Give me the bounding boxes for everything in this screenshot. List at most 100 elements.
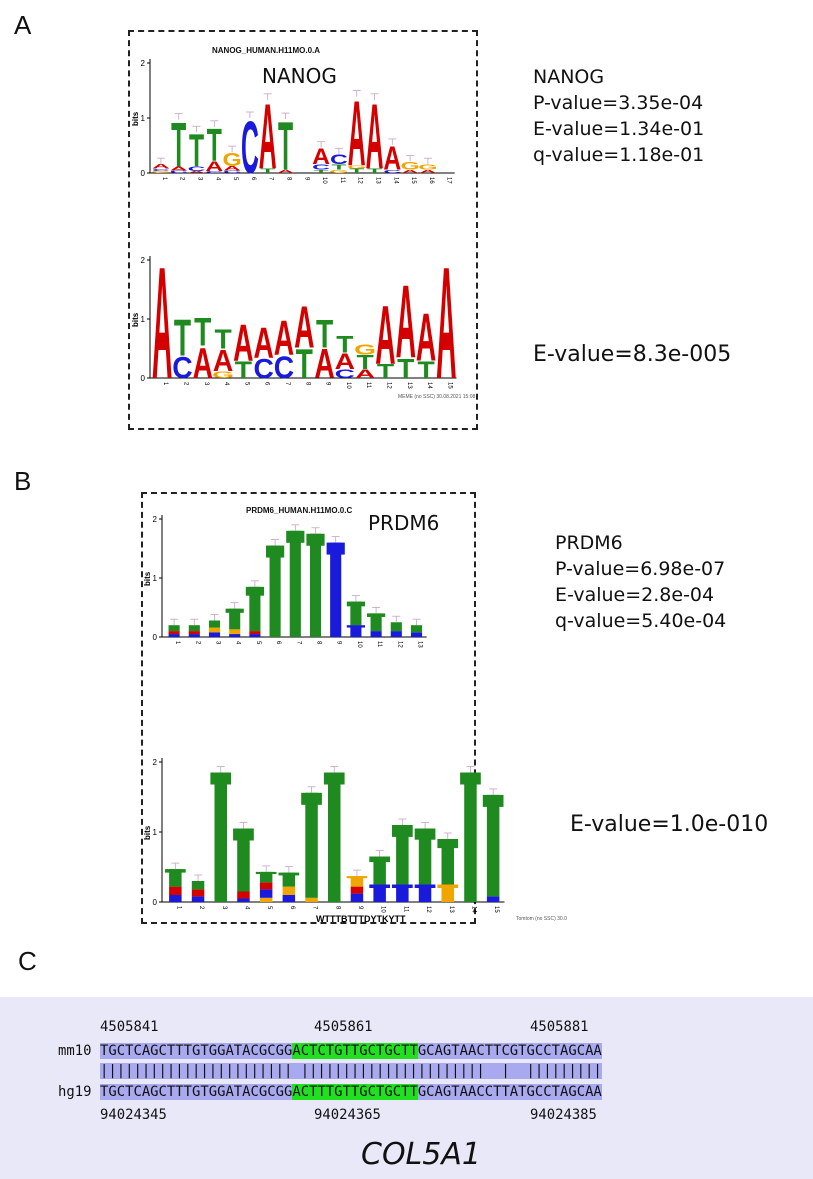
mm10-sequence: TGCTCAGCTTTGTGGATACGCGGACTCTGTTGCTGCTTGC…: [100, 1043, 602, 1059]
logo-bar-A: [188, 631, 200, 635]
logo-position-label: 6: [264, 382, 270, 386]
logo-position-label: 13: [406, 382, 412, 389]
hg19-seq-post: GCAGTAACCTTATGCCTAGCAA: [417, 1084, 602, 1100]
hg19-label: hg19: [58, 1084, 92, 1100]
gene-name: COL5A1: [361, 1137, 481, 1172]
logo-bar-cap-T: [482, 794, 504, 807]
logo-position-label: 1: [162, 382, 168, 386]
logo-bar-T: [168, 625, 180, 632]
logo-bar-C: [169, 895, 182, 902]
logo-letter-A: A: [401, 169, 419, 174]
logo-bar-T: [259, 871, 273, 883]
logo-position-label: 8: [304, 382, 310, 386]
logo-bar-T: [390, 622, 402, 632]
logo-position-label: 6: [289, 906, 295, 910]
logo-position-label: 11: [339, 177, 345, 184]
logo-letter-G: G: [354, 342, 376, 358]
logo-letter-T: T: [316, 313, 333, 357]
hg19-seq-pre: TGCTCAGCTTTGTGGATACGCGG: [100, 1084, 293, 1100]
logo-bar-C: [168, 634, 180, 637]
logo-bar-cap-T: [278, 872, 300, 876]
logo-letter-A: A: [253, 318, 273, 367]
logo-y-tick-label: 1: [141, 114, 146, 123]
logo-position-label: 5: [255, 641, 261, 645]
logo-bar-C: [418, 884, 432, 902]
logo-bar-T: [441, 839, 454, 885]
logo-bar-C: [410, 632, 423, 637]
logo-bar-T: [328, 772, 341, 902]
nanog-tf-name: NANOG: [262, 64, 337, 88]
logo-bar-T: [237, 828, 250, 892]
hg19-coord-3: 94024385: [530, 1107, 597, 1123]
logo-letter-A: A: [274, 310, 294, 365]
logo-bar-G: [259, 897, 273, 902]
logo-position-label: 8: [334, 906, 340, 910]
logo-letter-T: T: [417, 356, 434, 383]
logo-position-label: 15: [446, 382, 452, 389]
logo-bar-cap-C: [326, 542, 345, 555]
prdm6-consensus: WTTTBTTTDYTKYTT: [316, 914, 406, 924]
logo-letter-C: C: [312, 163, 330, 172]
logo-letter-T: T: [349, 168, 364, 175]
logo-letter-A: A: [213, 345, 233, 378]
logo-letter-G: G: [418, 163, 437, 172]
logo-y-tick-label: 0: [153, 633, 158, 642]
logo-position-label: 10: [345, 382, 351, 389]
logo-bar-cap-C: [414, 884, 436, 888]
logo-bar-T: [208, 620, 221, 628]
logo-position-label: 12: [396, 641, 402, 648]
logo-letter-C: C: [330, 153, 348, 168]
prdm6-query-evalue: E-value=1.0e-010: [570, 812, 769, 837]
logo-letter-C: C: [241, 106, 259, 189]
logo-letter-G: G: [400, 160, 419, 172]
logo-letter-C: C: [188, 166, 206, 173]
nanog-e-value: E-value=1.34e-01: [533, 118, 705, 140]
logo-bar-G: [282, 886, 296, 895]
logo-letter-C: C: [223, 170, 241, 174]
logo-position-label: 14: [426, 382, 432, 389]
nanog-query-evalue: E-value=8.3e-005: [533, 342, 732, 367]
logo-bar-C: [330, 542, 342, 637]
logo-bar-T: [249, 586, 261, 632]
logo-bar-T: [486, 794, 500, 897]
panel-b-dashed-box: [141, 492, 476, 924]
logo-y-tick-label: 2: [141, 256, 146, 265]
logo-bar-cap-C: [346, 625, 365, 628]
logo-position-label: 1: [161, 177, 167, 181]
logo-bar-cap-T: [367, 613, 386, 617]
logo-bar-G: [229, 629, 241, 635]
logo-bar-cap-G: [346, 876, 368, 879]
logo-bar-cap-T: [255, 871, 277, 874]
logo-position-label: 2: [194, 641, 200, 645]
nanog-motif-title: NANOG_HUMAN.H11MO.0.A: [212, 46, 321, 55]
logo-position-label: 15: [493, 906, 499, 913]
logo-bar-C: [396, 884, 409, 902]
logo-y-tick-label: 1: [153, 574, 158, 583]
logo-bar-T: [370, 613, 382, 632]
mm10-seq-motif: ACTCTGTTGCTGCTT: [292, 1043, 418, 1059]
logo-y-tick-label: 2: [153, 758, 158, 767]
prdm6-p-value: P-value=6.98e-07: [555, 558, 726, 580]
logo-letter-T: T: [367, 168, 382, 175]
logo-bar-cap-T: [225, 608, 244, 613]
logo-letter-T: T: [377, 361, 394, 383]
logo-position-label: 14: [470, 906, 476, 913]
logo-y-tick-label: 0: [141, 374, 146, 383]
logo-position-label: 4: [235, 641, 241, 645]
logo-letter-A: A: [314, 341, 334, 388]
logo-position-label: 17: [446, 177, 452, 184]
logo-position-label: 13: [448, 906, 454, 913]
logo-bar-T: [191, 881, 205, 890]
logo-y-tick-label: 0: [141, 169, 146, 178]
logo-position-label: 6: [250, 177, 256, 181]
logo-y-tick-label: 2: [153, 515, 158, 524]
logo-position-label: 12: [385, 382, 391, 389]
logo-bar-A: [169, 886, 182, 895]
logo-bar-cap-G: [437, 884, 459, 888]
logo-bar-C: [282, 895, 296, 902]
mm10-coord-3: 4505881: [530, 1019, 589, 1035]
logo-bar-cap-C: [369, 884, 390, 888]
logo-letter-A: A: [223, 165, 241, 172]
logo-position-label: 16: [428, 177, 434, 184]
